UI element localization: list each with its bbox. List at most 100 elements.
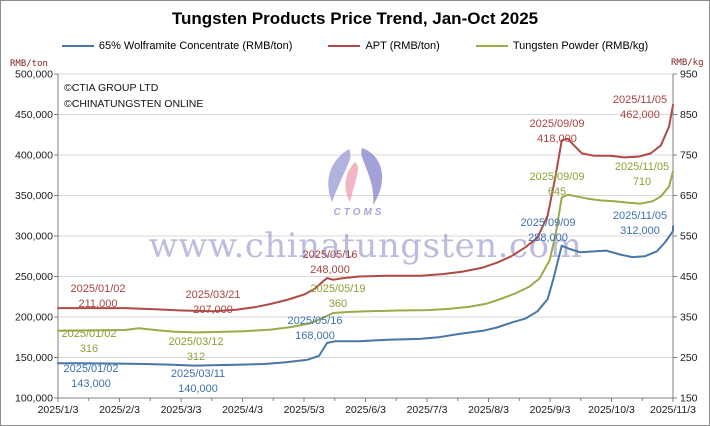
annotation-1: 2025/03/21 207,000 [185,288,240,318]
series-line-1 [57,103,674,313]
chart-title: Tungsten Products Price Trend, Jan-Oct 2… [171,9,539,28]
watermark-text: www.chinatungsten.com [149,226,582,266]
x-axis-tick-label: 2025/8/3 [468,404,509,416]
annotation-6: 2025/03/12 312 [168,335,223,365]
right-axis-tick-label: 350 [680,312,698,324]
annotation-date: 2025/09/09 [520,217,576,229]
annotation-date: 2025/01/02 [70,283,126,295]
x-axis-tick-label: 2025/7/3 [407,404,448,416]
copyright-line-2: ©CHINATUNGSTEN ONLINE [64,98,204,110]
annotation-2: 2025/05/16 248,000 [302,248,357,278]
annotation-value: 288,000 [528,232,568,244]
watermark-logo: CTOMS [328,148,385,218]
annotation-value: 248,000 [310,264,350,276]
copyright-line-1: ©CTIA GROUP LTD [64,82,159,94]
left-axis-tick-label: 100,000 [15,393,53,405]
right-axis-unit-label: RMB/kg [671,58,704,68]
left-axis-tick-label: 250,000 [15,271,53,283]
legend-label-1: APT (RMB/ton) [365,40,440,52]
annotation-3: 2025/09/09 418,000 [529,117,584,147]
annotation-value: 360 [328,298,348,310]
annotation-value: 316 [79,343,99,355]
annotation-8: 2025/09/09 645 [529,170,584,200]
annotation-value: 645 [547,186,567,198]
annotation-value: 710 [632,176,652,188]
x-axis-tick-label: 2025/5/3 [284,404,325,416]
right-axis-tick-label: 550 [680,231,698,243]
annotation-date: 2025/11/05 [614,161,670,173]
left-axis-tick-label: 200,000 [15,312,53,324]
annotation-date: 2025/09/09 [529,171,585,183]
right-axis-tick-label: 450 [680,271,698,283]
logo-petal-center [345,162,358,202]
x-axis-tick-label: 2025/2/3 [99,404,140,416]
x-axis-tick-label: 2025/1/3 [38,404,79,416]
legend-item-0: 65% Wolframite Concentrate (RMB/ton) [61,40,293,52]
annotation-value: 211,000 [78,298,118,310]
annotation-date: 2025/03/12 [168,336,224,348]
left-axis-tick-label: 150,000 [15,352,53,364]
x-axis-tick-label: 2025/6/3 [345,404,386,416]
legend-label-0: 65% Wolframite Concentrate (RMB/ton) [98,40,293,52]
series-line-2 [57,170,674,334]
chart-legend: 65% Wolframite Concentrate (RMB/ton) APT … [1,40,709,52]
logo-petal-right [361,148,383,205]
left-axis-unit-label: RMB/ton [10,59,48,69]
annotation-date: 2025/05/16 [287,315,343,327]
legend-swatch-1 [328,45,361,47]
annotation-date: 2025/05/19 [310,283,366,295]
legend-label-2: Tungsten Powder (RMB/kg) [512,40,649,52]
annotation-10: 2025/01/02 143,000 [63,362,118,392]
annotation-value: 312 [186,351,206,363]
right-axis-tick-label: 150 [680,393,698,405]
x-axis-tick-label: 2025/4/3 [222,404,263,416]
annotation-date: 2025/01/02 [63,363,119,375]
annotation-value: 462,000 [620,109,660,121]
annotation-12: 2025/05/16 168,000 [287,314,342,344]
annotation-0: 2025/01/02 211,000 [70,282,125,312]
annotation-13: 2025/09/09 288,000 [520,216,575,246]
annotation-value: 418,000 [537,133,577,145]
legend-item-1: APT (RMB/ton) [328,40,440,52]
legend-swatch-0 [61,45,94,47]
annotation-date: 2025/11/05 [612,210,668,222]
right-axis-tick-label: 950 [680,69,698,81]
left-axis-tick-label: 350,000 [15,190,53,202]
annotation-11: 2025/03/11 140,000 [171,367,225,397]
annotation-7: 2025/05/19 360 [310,282,365,312]
annotation-9: 2025/11/05 710 [615,160,669,190]
annotation-date: 2025/01/02 [61,328,117,340]
left-axis-tick-label: 300,000 [15,231,53,243]
left-axis-tick-label: 450,000 [15,109,53,121]
right-axis-tick-label: 750 [680,150,698,162]
annotation-date: 2025/09/09 [529,118,585,130]
copyright-notice: ©CTIA GROUP LTD ©CHINATUNGSTEN ONLINE [64,80,203,112]
logo-petal-left [328,149,351,202]
x-axis-tick-label: 2025/9/3 [530,404,571,416]
left-axis-tick-label: 500,000 [15,69,53,81]
x-axis-tick-label: 2025/11/3 [650,404,696,416]
annotation-date: 2025/11/05 [612,94,668,106]
annotation-value: 312,000 [620,225,660,237]
legend-item-2: Tungsten Powder (RMB/kg) [475,40,649,52]
annotation-value: 207,000 [193,304,233,316]
right-axis-tick-label: 850 [680,109,698,121]
annotation-5: 2025/01/02 316 [61,327,116,357]
annotation-value: 168,000 [295,330,335,342]
right-axis-tick-label: 650 [680,190,698,202]
annotation-value: 140,000 [178,383,218,395]
x-axis-tick-label: 2025/10/3 [588,404,635,416]
annotation-date: 2025/05/16 [302,249,358,261]
right-axis-tick-label: 250 [680,352,698,364]
left-axis-tick-label: 400,000 [15,150,53,162]
annotation-date: 2025/03/21 [185,289,241,301]
annotation-14: 2025/11/05 312,000 [613,209,667,239]
annotation-4: 2025/11/05 462,000 [613,93,667,123]
annotation-date: 2025/03/11 [170,368,226,380]
watermark-logo-text: CTOMS [334,207,385,218]
series-line-0 [57,225,674,367]
x-axis-tick-label: 2025/3/3 [161,404,202,416]
legend-swatch-2 [475,45,508,47]
